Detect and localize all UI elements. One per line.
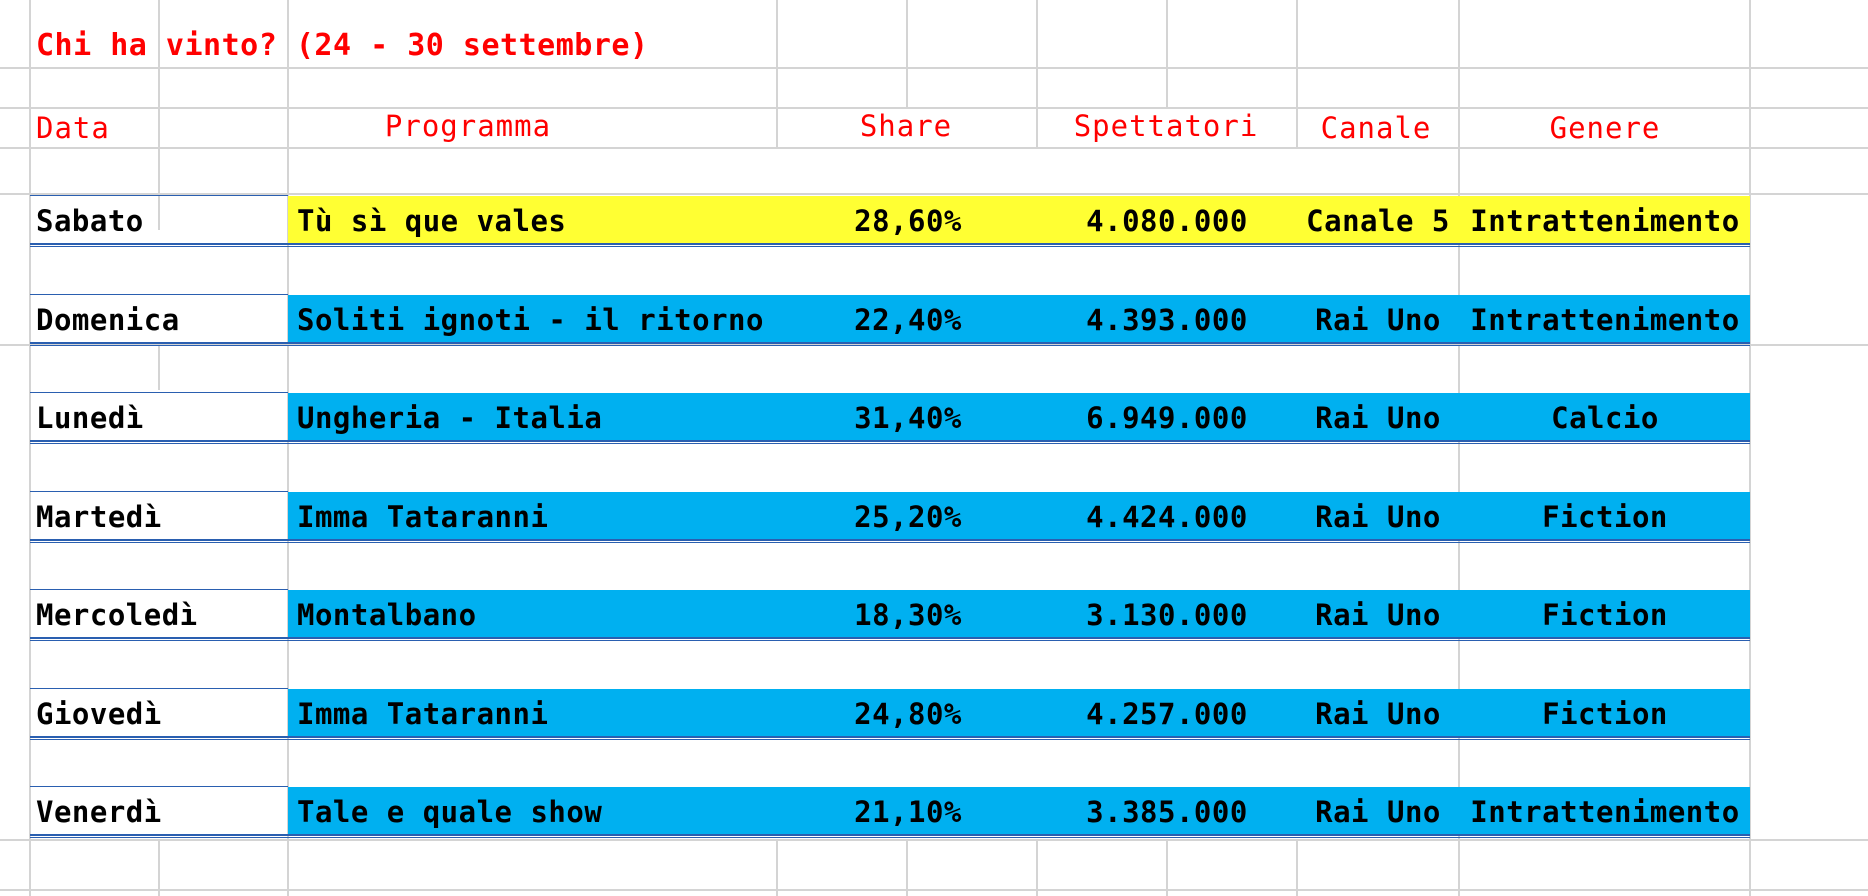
cell-day: Giovedì xyxy=(36,697,162,731)
cell-program: Imma Tataranni xyxy=(297,500,549,534)
header-share: Share xyxy=(859,109,953,143)
cell-day: Venerdì xyxy=(36,795,162,829)
row-highlight xyxy=(288,492,1750,539)
cell-program: Ungheria - Italia xyxy=(297,401,603,435)
row-border xyxy=(30,688,288,689)
cell-genre: Intrattenimento xyxy=(1470,303,1740,337)
row-highlight xyxy=(288,196,1750,243)
cell-program: Tale e quale show xyxy=(297,795,603,829)
cell-day: Domenica xyxy=(36,303,180,337)
cell-channel: Rai Uno xyxy=(1315,598,1441,632)
cell-day: Lunedì xyxy=(36,401,144,435)
cell-genre: Fiction xyxy=(1542,500,1668,534)
cell-program: Soliti ignoti - il ritorno xyxy=(297,303,764,337)
cell-share: 21,10% xyxy=(854,795,962,829)
row-border xyxy=(30,243,1750,245)
header-spettatori: Spettatori xyxy=(1073,109,1259,143)
cell-viewers: 4.257.000 xyxy=(1086,697,1248,731)
cell-channel: Rai Uno xyxy=(1315,401,1441,435)
row-border xyxy=(30,491,288,492)
cell-genre: Intrattenimento xyxy=(1470,795,1740,829)
header-data: Data xyxy=(36,111,110,145)
row-border xyxy=(30,443,1750,444)
cell-share: 22,40% xyxy=(854,303,962,337)
cell-share: 28,60% xyxy=(854,204,962,238)
cell-genre: Calcio xyxy=(1551,401,1659,435)
cell-channel: Rai Uno xyxy=(1315,500,1441,534)
cell-share: 24,80% xyxy=(854,697,962,731)
sheet-title: Chi ha vinto? (24 - 30 settembre) xyxy=(36,28,649,63)
cell-channel: Rai Uno xyxy=(1315,303,1441,337)
row-border xyxy=(30,739,1750,740)
row-border xyxy=(30,834,1750,836)
cell-viewers: 4.393.000 xyxy=(1086,303,1248,337)
cell-genre: Fiction xyxy=(1542,697,1668,731)
row-border xyxy=(30,589,288,590)
row-border xyxy=(30,640,1750,641)
row-border xyxy=(30,392,288,393)
row-border xyxy=(30,637,1750,639)
cell-channel: Rai Uno xyxy=(1315,697,1441,731)
cell-program: Montalbano xyxy=(297,598,477,632)
row-highlight xyxy=(288,787,1750,834)
row-border xyxy=(30,195,288,196)
header-programma: Programma xyxy=(384,109,552,143)
row-border xyxy=(30,542,1750,543)
row-border xyxy=(30,539,1750,541)
cell-day: Martedì xyxy=(36,500,162,534)
row-highlight xyxy=(288,393,1750,440)
row-border xyxy=(30,345,1750,346)
row-border xyxy=(30,342,1750,344)
cell-viewers: 3.385.000 xyxy=(1086,795,1248,829)
row-border xyxy=(30,786,288,787)
cell-viewers: 4.424.000 xyxy=(1086,500,1248,534)
cell-viewers: 6.949.000 xyxy=(1086,401,1248,435)
cell-viewers: 4.080.000 xyxy=(1086,204,1248,238)
cell-channel: Rai Uno xyxy=(1315,795,1441,829)
cell-day: Mercoledì xyxy=(36,598,198,632)
cell-program: Tù sì que vales xyxy=(297,204,567,238)
row-border xyxy=(30,246,1750,247)
row-highlight xyxy=(288,689,1750,736)
row-border xyxy=(30,440,1750,442)
row-border xyxy=(30,294,288,295)
header-canale: Canale xyxy=(1320,111,1432,145)
cell-share: 18,30% xyxy=(854,598,962,632)
row-border xyxy=(30,837,1750,838)
cell-channel: Canale 5 xyxy=(1306,204,1450,238)
cell-share: 25,20% xyxy=(854,500,962,534)
header-genere: Genere xyxy=(1549,111,1661,145)
row-highlight xyxy=(288,295,1750,342)
row-highlight xyxy=(288,590,1750,637)
cell-day: Sabato xyxy=(36,204,144,238)
cell-genre: Intrattenimento xyxy=(1470,204,1740,238)
cell-viewers: 3.130.000 xyxy=(1086,598,1248,632)
cell-genre: Fiction xyxy=(1542,598,1668,632)
cell-share: 31,40% xyxy=(854,401,962,435)
cell-program: Imma Tataranni xyxy=(297,697,549,731)
row-border xyxy=(30,736,1750,738)
